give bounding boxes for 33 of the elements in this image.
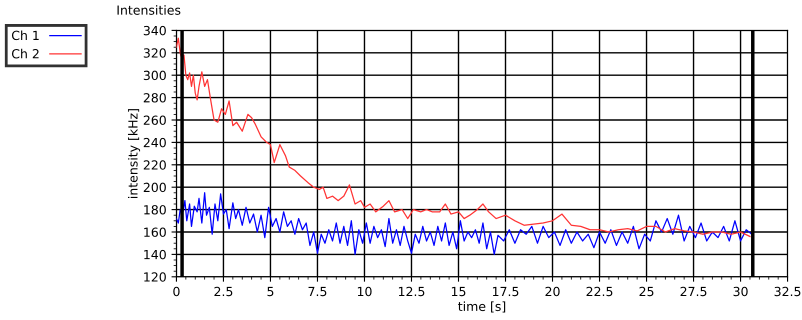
legend-label: Ch 1 bbox=[12, 30, 39, 40]
x-tick-label: 0 bbox=[173, 286, 180, 296]
chart-title: Intensities bbox=[118, 5, 180, 15]
y-tick-label: 200 bbox=[144, 182, 166, 192]
x-tick-label: 5 bbox=[267, 286, 274, 296]
y-tick-label: 220 bbox=[144, 160, 166, 170]
x-tick-label: 17.5 bbox=[492, 286, 518, 296]
x-tick-label: 20 bbox=[545, 286, 560, 296]
y-tick-label: 280 bbox=[144, 93, 166, 103]
line-series bbox=[176, 38, 751, 238]
x-tick-label: 7.5 bbox=[308, 286, 326, 296]
x-tick-label: 12.5 bbox=[398, 286, 424, 296]
y-tick-label: 340 bbox=[144, 26, 166, 36]
y-tick-label: 160 bbox=[144, 227, 166, 237]
y-axis-title: intensity [kHz] bbox=[128, 109, 140, 198]
y-tick-label: 240 bbox=[144, 138, 166, 148]
x-tick-label: 22.5 bbox=[586, 286, 612, 296]
x-tick-label: 32.5 bbox=[774, 286, 800, 296]
y-tick-label: 320 bbox=[144, 48, 166, 58]
y-tick-label: 140 bbox=[144, 250, 166, 260]
y-tick-label: 180 bbox=[144, 205, 166, 215]
x-tick-label: 15 bbox=[452, 286, 466, 296]
x-tick-label: 25 bbox=[640, 286, 654, 296]
y-tick-label: 300 bbox=[144, 70, 166, 80]
x-tick-label: 27.5 bbox=[680, 286, 706, 296]
legend-label: Ch 2 bbox=[12, 48, 39, 58]
y-tick-label: 260 bbox=[144, 115, 166, 125]
x-axis-title: time [s] bbox=[458, 301, 506, 313]
x-tick-label: 10 bbox=[358, 286, 372, 296]
x-tick-label: 30 bbox=[734, 286, 748, 296]
line-series bbox=[176, 192, 752, 256]
y-tick-label: 120 bbox=[144, 272, 166, 282]
x-tick-label: 2.5 bbox=[214, 286, 232, 296]
